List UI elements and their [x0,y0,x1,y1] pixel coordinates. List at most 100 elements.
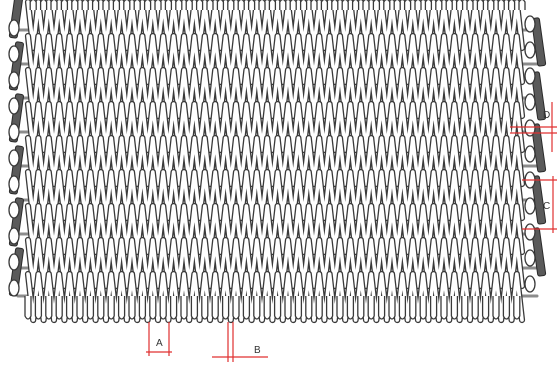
mesh-belt [8,0,547,324]
wire-end-loop [325,296,334,320]
wire-end-loop [253,296,261,320]
wire-end-loop [39,0,48,10]
wire-end-loop [487,0,495,10]
rod-end-right [524,223,536,241]
wire-end-loop [320,0,329,10]
wire-end-loop [393,0,401,10]
wire-end-loop [435,0,443,10]
rod-end-right [524,67,536,85]
wire-end-loop [149,296,157,320]
wire-end-loop [445,0,453,10]
rod-end-left [8,97,20,115]
wire-end-loop [97,296,105,320]
wire-end-loop [71,0,79,10]
wire-end-loop [289,0,297,10]
dimension-c: C [522,176,557,233]
rod-end-left [8,175,20,193]
rod-end-right [524,41,536,59]
wire-end-loop [211,296,219,320]
wire-spiral [26,136,524,186]
wire-spiral [26,0,524,50]
wire-end-loop [372,0,381,10]
wire-end-loop [237,0,245,10]
wire-spiral [26,102,524,152]
wire-end-loop [221,296,230,320]
wire-end-loop [102,0,110,10]
wire-end-loop [154,0,162,10]
wire-end-loop [279,0,287,10]
wire-end-loop [409,296,417,320]
wire-end-loop [268,0,277,10]
wire-end-loop [461,296,469,320]
wire-end-loop [247,0,256,10]
wire-end-loop [76,296,84,320]
wire-end-loop [351,0,360,10]
wire-end-loop [492,296,500,320]
wire-end-loop [206,0,214,10]
wire-end-loop [29,0,37,10]
wire-end-loop [440,296,448,320]
wire-end-loop [284,296,292,320]
wire-end-loop [476,0,485,10]
wire-end-loop [367,296,375,320]
wire-end-loop [86,296,95,320]
edge-link-right [531,71,547,121]
wire-end-loop [383,0,391,10]
rod-end-left [8,279,20,297]
wire-end-loop [81,0,89,10]
wire-end-loop [331,0,339,10]
wire-end-loop [159,296,167,320]
wire-end-loop [24,296,32,320]
wire-end-loop [497,0,505,10]
wire-end-loop [357,296,365,320]
wire-end-loop [34,296,43,320]
wire-end-loop [185,0,193,10]
wire-end-loop [258,0,266,10]
rod-end-left [8,71,20,89]
wire-end-loop [107,296,115,320]
wire-end-loop [273,296,282,320]
dimension-d: D [510,102,557,152]
rod-end-right [524,275,536,293]
rod-end-right [524,249,536,267]
wire-end-loop [403,0,412,10]
wire-end-loop [50,0,58,10]
wire-end-loop [133,0,141,10]
wire-end-loop [518,0,526,10]
dimension-c-label: C [543,201,550,212]
wire-end-loop [299,0,308,10]
wire-end-loop [232,296,240,320]
dimension-b-label: B [254,345,261,356]
wire-end-loop [112,0,121,10]
wire-end-loop [45,296,53,320]
wire-end-loop [502,296,511,320]
wire-end-loop [60,0,69,10]
edge-link-right [531,123,547,173]
wire-end-loop [117,296,126,320]
wire-end-loop [346,296,355,320]
wire-end-loop [481,296,490,320]
wire-end-loop [195,0,204,10]
wire-end-loop [169,296,178,320]
rod-end-left [8,149,20,167]
wire-end-loop [310,0,318,10]
wire-end-loop [513,296,521,320]
wire-end-loop [507,0,516,10]
wire-end-loop [471,296,479,320]
wire-end-loop [419,296,427,320]
wire-end-loop [455,0,464,10]
wire-end-loop [466,0,474,10]
wire-end-loop [429,296,438,320]
wire-end-loop [424,0,433,10]
rod-end-right [524,93,536,111]
rod-end-right [524,145,536,163]
wire-end-loop [201,296,209,320]
wire-end-loop [143,0,152,10]
wire-end-loop [227,0,235,10]
wire-spiral [26,34,524,84]
wire-end-loop [190,296,199,320]
wire-spiral [26,204,524,254]
wire-end-loop [180,296,188,320]
edge-link-right [531,17,547,67]
